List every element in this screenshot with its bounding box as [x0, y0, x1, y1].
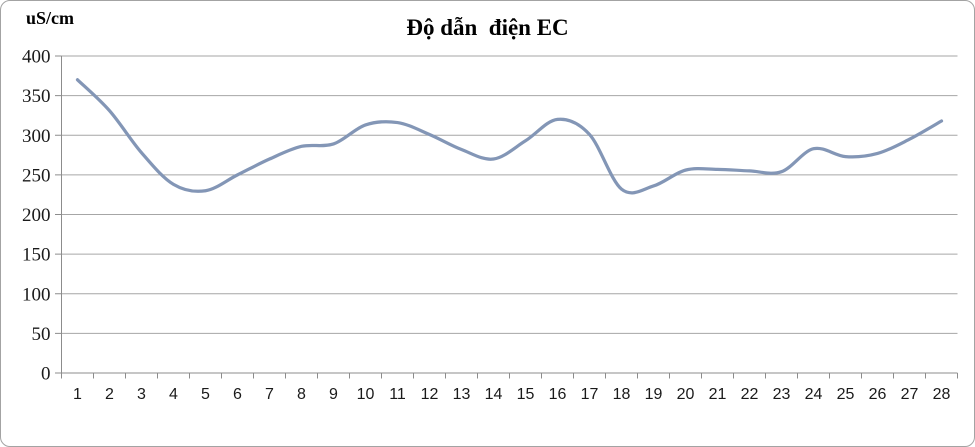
x-tick-label: 9: [329, 386, 338, 403]
y-tick-label: 200: [22, 205, 51, 226]
x-tick-label: 25: [837, 386, 855, 403]
x-tick-label: 17: [581, 386, 599, 403]
x-tick-label: 3: [137, 386, 146, 403]
x-tick-label: 16: [549, 386, 567, 403]
x-tick-label: 24: [805, 386, 823, 403]
x-tick-label: 4: [169, 386, 178, 403]
x-tick-label: 11: [389, 386, 406, 403]
x-tick-label: 19: [645, 386, 663, 403]
y-tick-label: 350: [22, 86, 51, 107]
y-tick-label: 300: [22, 126, 51, 147]
y-tick-label: 400: [22, 47, 51, 68]
y-tick-label: 0: [41, 364, 51, 385]
x-tick-label: 23: [773, 386, 791, 403]
x-tick-label: 5: [201, 386, 210, 403]
x-tick-label: 2: [105, 386, 114, 403]
y-tick-label: 50: [32, 324, 51, 345]
x-tick-label: 21: [709, 386, 727, 403]
x-tick-label: 14: [485, 386, 503, 403]
x-tick-label: 13: [453, 386, 471, 403]
x-tick-label: 15: [517, 386, 535, 403]
x-tick-label: 6: [233, 386, 242, 403]
x-tick-label: 1: [73, 386, 82, 403]
ec-series-line: [75, 78, 944, 195]
y-axis-unit-label: uS/cm: [26, 8, 75, 28]
x-tick-label: 7: [265, 386, 274, 403]
x-tick-label: 20: [677, 386, 695, 403]
x-tick-label: 8: [297, 386, 306, 403]
y-tick-label: 250: [22, 165, 51, 186]
x-tick-label: 12: [421, 386, 439, 403]
x-tick-label: 22: [741, 386, 759, 403]
x-tick-label: 10: [357, 386, 375, 403]
x-tick-label: 28: [933, 386, 951, 403]
x-tick-label: 27: [901, 386, 919, 403]
x-tick-label: 26: [869, 386, 887, 403]
y-tick-label: 150: [22, 245, 51, 266]
x-tick-label: 18: [613, 386, 631, 403]
y-tick-label: 100: [22, 284, 51, 305]
chart-title: Độ dẫn điện EC: [406, 15, 569, 40]
